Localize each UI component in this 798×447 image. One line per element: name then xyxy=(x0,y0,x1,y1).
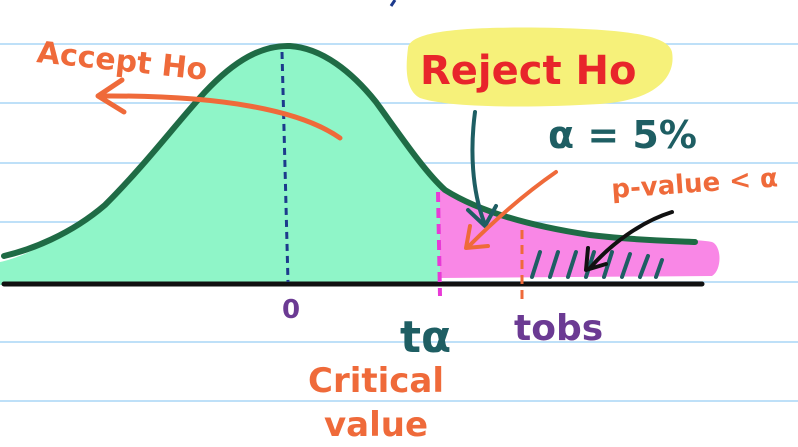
mean-dashed-line xyxy=(280,51,290,283)
accept-region-fill xyxy=(0,45,440,286)
p-value-hatching xyxy=(530,250,664,279)
critical-value-label-line1: Critical xyxy=(308,361,444,401)
critical-value-dashed-line xyxy=(436,191,442,297)
zero-tick-label: 0 xyxy=(282,295,300,325)
reject-label-highlight xyxy=(406,27,673,107)
bell-curve xyxy=(1,42,698,259)
top-pen-mark xyxy=(389,0,397,7)
reject-label: Reject Ho xyxy=(420,48,636,94)
p-value-label: p-value < α xyxy=(610,163,778,205)
t-obs-label: tobs xyxy=(514,308,603,349)
t-alpha-label: tα xyxy=(400,312,451,363)
critical-value-label-line2: value xyxy=(324,405,428,445)
reject-arrow xyxy=(466,110,498,228)
alpha-label: α = 5% xyxy=(548,113,697,157)
accept-arrow xyxy=(95,77,343,141)
alpha-arrow xyxy=(464,170,558,250)
p-value-arrow xyxy=(584,210,674,272)
